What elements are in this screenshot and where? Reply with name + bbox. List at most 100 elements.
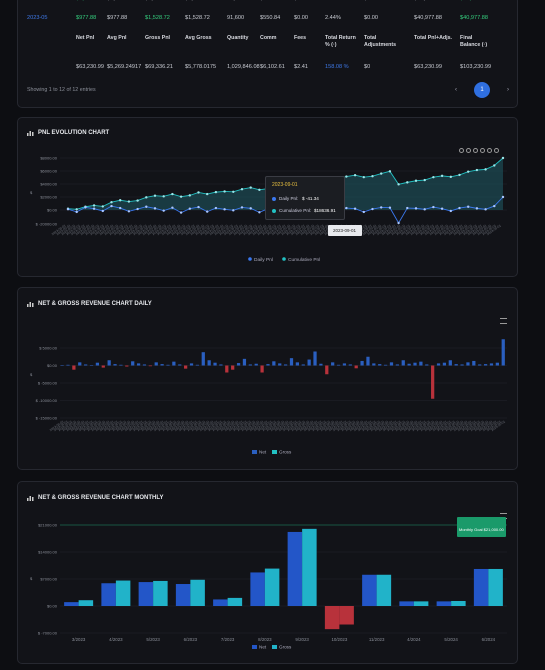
daily-point	[119, 206, 122, 210]
daily-point	[371, 207, 374, 211]
table-cell: $40,975.11	[414, 0, 442, 2]
pagination: ‹ 1 ›	[448, 82, 516, 98]
pan-icon[interactable]	[480, 148, 485, 153]
summary-table-card: 2023-04 $5,097.23 $6,975.11 $6,583.73 $8,090…	[17, 0, 518, 108]
x-tick-label: 5/2023	[146, 637, 160, 642]
daily-bar	[289, 358, 294, 366]
daily-point	[232, 209, 235, 212]
cumulative-point	[258, 188, 261, 192]
monthly-gross-bar	[302, 528, 317, 606]
y-tick-label: $6000.00	[40, 169, 57, 174]
daily-bar	[319, 363, 323, 366]
legend-gross-label: Gross	[279, 450, 292, 455]
daily-point	[449, 209, 452, 213]
prev-page-button[interactable]: ‹	[455, 87, 457, 93]
daily-point	[353, 207, 357, 210]
y-tick-label: $0.00	[47, 208, 58, 213]
cumulative-point	[380, 172, 383, 175]
daily-point	[362, 210, 365, 214]
zoom-out-icon[interactable]	[466, 148, 471, 153]
column-header: Total Pnl+Adjs.	[414, 35, 453, 41]
daily-bar	[301, 364, 305, 366]
monthly-gross-bar	[153, 580, 168, 606]
next-page-button[interactable]: ›	[507, 87, 509, 93]
cumulative-point	[110, 201, 113, 204]
daily-bar	[495, 362, 499, 366]
legend-net-label: Net	[259, 450, 267, 455]
column-header: Gross Pnl	[145, 35, 171, 41]
legend-cumulative-label: Cumulative Pnl	[288, 257, 320, 263]
cumulative-point	[101, 205, 105, 208]
table-cell: $977.88	[107, 15, 128, 21]
legend-cumulative-dot	[282, 257, 286, 261]
tooltip-daily-label: Daily Pnl:	[279, 196, 299, 201]
daily-bar	[401, 360, 405, 366]
monthly-net-bar	[250, 572, 265, 606]
cumulative-point	[240, 188, 244, 191]
zoom-in-icon[interactable]	[459, 148, 464, 153]
daily-point	[171, 206, 174, 209]
daily-point	[406, 206, 409, 210]
tooltip-daily-dot	[272, 197, 276, 201]
daily-point	[66, 208, 70, 211]
menu-icon[interactable]	[500, 318, 507, 324]
table-cell: $0.00	[364, 15, 378, 21]
search-icon[interactable]	[473, 148, 478, 153]
monthly-gross-bar	[376, 574, 392, 606]
daily-point	[458, 206, 461, 210]
monthly-gross-bar	[339, 606, 354, 625]
home-icon[interactable]	[487, 148, 492, 153]
cumulative-point	[92, 204, 96, 207]
daily-bar	[336, 364, 341, 366]
y-axis-label: $	[30, 372, 33, 377]
monthly-gross-bar	[451, 600, 466, 606]
page-1-button[interactable]: 1	[474, 82, 490, 98]
table-cell: $1,528.72	[185, 15, 210, 21]
tooltip-date: 2023-09-01	[272, 182, 298, 188]
cumulative-point	[406, 181, 409, 184]
daily-bar	[407, 363, 411, 366]
table-cell: $0.00	[294, 15, 308, 21]
monthly-gross-bar	[413, 601, 429, 606]
y-tick-label: $ -7000.00	[38, 631, 58, 636]
daily-point	[423, 208, 426, 211]
cumulative-point	[171, 192, 174, 196]
cumulative-point	[232, 190, 235, 193]
monthly-net-bar	[64, 602, 79, 606]
table-cell: $63,230.99	[76, 64, 104, 70]
daily-bar	[425, 364, 429, 366]
cumulative-point	[362, 175, 365, 179]
daily-bar	[460, 364, 464, 366]
daily-bar	[119, 364, 123, 366]
column-header: Comm	[260, 35, 277, 41]
monthly-net-bar	[213, 599, 228, 606]
table-cell: $5,778.0175	[185, 64, 217, 70]
daily-bar	[466, 362, 470, 366]
table-cell: $8,090.45	[185, 0, 210, 2]
daily-bar	[389, 362, 394, 366]
daily-bar	[154, 362, 158, 366]
daily-bar	[378, 364, 382, 366]
daily-point	[110, 204, 113, 208]
cumulative-point	[188, 194, 191, 197]
daily-point	[240, 206, 244, 209]
daily-point	[179, 211, 183, 214]
cumulative-point	[153, 194, 157, 197]
monthly-goal-label: Monthly Goal $21,000.00	[457, 517, 506, 537]
daily-bar	[225, 365, 229, 373]
daily-bar	[395, 364, 399, 366]
monthly-net-bar	[175, 584, 191, 606]
chart-toolbar	[459, 148, 499, 153]
chart-icon	[27, 131, 34, 136]
table-cell: $40,977.88	[414, 15, 442, 21]
cumulative-point	[493, 164, 496, 167]
monthly-net-bar	[362, 574, 377, 606]
table-cell: $103,230.99	[460, 64, 492, 70]
daily-point	[197, 205, 200, 209]
daily-point	[432, 205, 435, 209]
menu-icon[interactable]	[494, 148, 499, 153]
tooltip-cum-value: $18636.91	[314, 208, 336, 213]
cumulative-point	[249, 186, 252, 189]
daily-bar	[278, 363, 282, 366]
pnl-chart-card: PNL EVOLUTION CHART $8000.00 $6000.00 $400…	[17, 117, 518, 277]
